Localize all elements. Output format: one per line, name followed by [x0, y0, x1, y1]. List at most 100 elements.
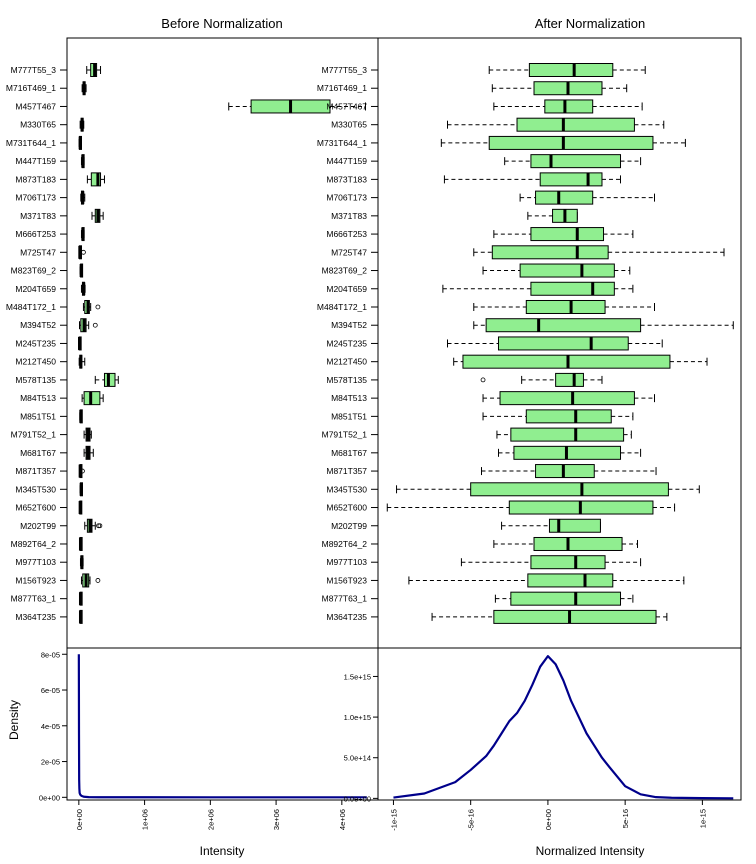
panel-frame	[377, 647, 742, 801]
xtick-label: 2e+06	[206, 809, 215, 830]
box	[510, 427, 625, 442]
box	[530, 227, 605, 242]
category-label: M394T52	[331, 320, 367, 330]
category-label: M873T183	[326, 174, 367, 184]
category-label: M716T469_1	[6, 83, 56, 93]
category-label: M578T135	[15, 375, 56, 385]
box	[555, 372, 584, 387]
box	[470, 482, 669, 497]
box	[510, 591, 622, 606]
box	[535, 190, 594, 205]
xtick-label: 1e-15	[698, 809, 707, 828]
box	[525, 299, 606, 314]
category-label: M977T103	[15, 557, 56, 567]
category-label: M484T172_1	[317, 302, 367, 312]
category-label: M892T64_2	[11, 539, 57, 549]
category-label: M791T52_1	[11, 430, 57, 440]
box	[535, 464, 595, 479]
box	[488, 135, 654, 150]
box	[519, 263, 615, 278]
box	[493, 609, 657, 624]
boxplot-after: M777T55_3 M716T469_1 M457T467 M330T65 M731T6…	[317, 37, 742, 649]
category-label: M777T55_3	[11, 65, 57, 75]
xtick-label: 5e-16	[621, 809, 630, 828]
category-label: M394T52	[20, 320, 56, 330]
box	[528, 63, 614, 77]
category-label: M681T67	[20, 448, 56, 458]
category-label: M823T69_2	[322, 266, 368, 276]
category-label: M731T644_1	[6, 138, 56, 148]
box	[544, 99, 594, 114]
category-label: M871T357	[326, 466, 367, 476]
category-label: M706T173	[326, 193, 367, 203]
xtick-label: -1e-15	[389, 809, 398, 831]
title-before: Before Normalization	[161, 16, 282, 31]
category-label: M202T99	[20, 521, 56, 531]
ytick-label: 0.0e+00	[344, 794, 371, 803]
ylabel-density: Density	[7, 700, 21, 740]
category-label: M202T99	[331, 521, 367, 531]
box	[90, 172, 102, 187]
box	[539, 172, 603, 187]
category-label: M652T600	[326, 503, 367, 513]
density-before: 0e+00 2e-05 4e-05 6e-05 8e-05 0e+00 1e+06 2e+06…	[39, 647, 379, 830]
category-label: M156T923	[15, 575, 56, 585]
category-label: M666T253	[326, 229, 367, 239]
ytick-label: 8e-05	[41, 650, 60, 659]
category-label: M245T235	[326, 338, 367, 348]
category-label: M706T173	[15, 193, 56, 203]
category-label: M652T600	[15, 503, 56, 513]
box	[497, 336, 629, 351]
panel-frame	[66, 647, 379, 801]
box	[499, 391, 635, 406]
category-label: M892T64_2	[322, 539, 368, 549]
category-label: M578T135	[326, 375, 367, 385]
xlabel-intensity: Intensity	[200, 844, 245, 858]
category-label: M877T63_1	[322, 594, 368, 604]
category-label: M871T357	[15, 466, 56, 476]
category-label: M330T65	[20, 120, 56, 130]
category-label: M666T253	[15, 229, 56, 239]
category-label: M731T644_1	[317, 138, 367, 148]
ytick-label: 6e-05	[41, 686, 60, 695]
box	[548, 518, 601, 533]
category-label: M84T513	[20, 393, 56, 403]
category-label: M245T235	[15, 338, 56, 348]
category-label: M791T52_1	[322, 430, 368, 440]
category-label: M851T51	[20, 411, 56, 421]
category-label: M873T183	[15, 174, 56, 184]
box	[491, 245, 609, 260]
category-label: M716T469_1	[317, 83, 367, 93]
box	[485, 318, 642, 333]
category-label: M725T47	[20, 247, 56, 257]
category-label: M212T450	[15, 357, 56, 367]
outlier-point	[92, 322, 98, 328]
title-after: After Normalization	[535, 16, 646, 31]
box	[516, 117, 635, 132]
xtick-label: 4e+06	[338, 809, 347, 830]
box	[527, 573, 614, 588]
category-label: M84T513	[331, 393, 367, 403]
boxplot-before: M777T55_3 M716T469_1 M457T467 M330T65 M731T6…	[6, 37, 379, 649]
category-label: M330T65	[331, 120, 367, 130]
ytick-label: 4e-05	[41, 722, 60, 731]
density-after: 0.0e+00 5.0e+14 1.0e+15 1.5e+15 -1e-15 -5e-16…	[344, 647, 742, 831]
box	[533, 536, 623, 551]
category-label: M212T450	[326, 357, 367, 367]
density-line	[393, 655, 734, 800]
category-label: M457T467	[326, 101, 367, 111]
box	[525, 409, 612, 424]
box	[530, 154, 622, 169]
ytick-label: 1.0e+15	[344, 713, 371, 722]
xlabel-normalized-intensity: Normalized Intensity	[536, 844, 645, 858]
ytick-label: 2e-05	[41, 758, 60, 767]
xtick-label: 0e+00	[75, 809, 84, 830]
outlier-point	[97, 523, 103, 529]
density-line	[77, 654, 367, 799]
box	[462, 354, 671, 369]
outlier-point	[95, 304, 101, 310]
ytick-label: 1.5e+15	[344, 672, 371, 681]
category-label: M725T47	[331, 247, 367, 257]
category-label: M977T103	[326, 557, 367, 567]
